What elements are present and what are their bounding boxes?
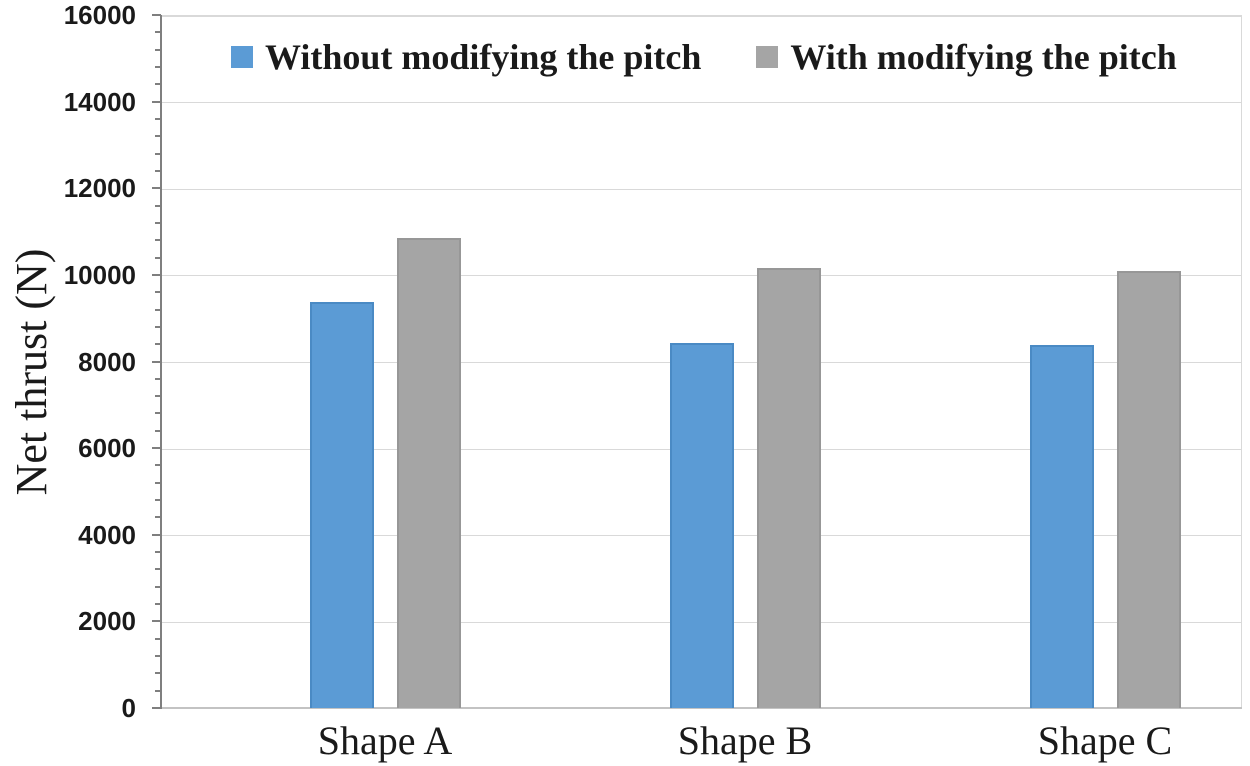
y-minor-tick-13200	[155, 135, 161, 138]
gridline-10000	[162, 275, 1241, 277]
y-minor-tick-13600	[155, 117, 161, 120]
y-minor-tick-800	[155, 672, 161, 675]
y-minor-tick-7600	[155, 377, 161, 380]
y-tick-label-0: 0	[121, 693, 136, 723]
legend-item-without-modifying-the-pitch: Without modifying the pitch	[231, 36, 701, 78]
gridline-16000	[162, 15, 1241, 17]
y-minor-tick-5200	[155, 481, 161, 484]
y-minor-tick-1600	[155, 637, 161, 640]
y-minor-tick-8800	[155, 325, 161, 328]
y-minor-tick-7200	[155, 395, 161, 398]
y-major-tick-12000	[152, 187, 161, 190]
x-axis-line	[162, 707, 1242, 709]
y-major-tick-2000	[152, 620, 161, 623]
y-tick-label-2000: 2000	[78, 606, 136, 637]
y-minor-tick-14400	[155, 83, 161, 86]
y-tick-label-14000: 14000	[63, 86, 136, 117]
y-minor-tick-3200	[155, 568, 161, 571]
y-minor-tick-3600	[155, 551, 161, 554]
legend-label: With modifying the pitch	[790, 37, 1177, 77]
legend-item-with-modifying-the-pitch: With modifying the pitch	[756, 36, 1177, 78]
y-minor-tick-9200	[155, 308, 161, 311]
y-major-tick-14000	[152, 100, 161, 103]
y-minor-tick-10400	[155, 256, 161, 259]
y-major-tick-6000	[152, 447, 161, 450]
y-major-tick-16000	[152, 14, 161, 16]
y-minor-tick-10800	[155, 239, 161, 242]
y-tick-label-8000: 8000	[78, 346, 136, 377]
y-tick-label-10000: 10000	[63, 259, 136, 290]
y-minor-tick-6800	[155, 412, 161, 415]
legend-swatch-icon	[231, 46, 253, 68]
y-major-tick-0	[152, 707, 161, 709]
y-minor-tick-4400	[155, 516, 161, 519]
y-minor-tick-11200	[155, 221, 161, 224]
bar-with-modifying-the-pitch-shape-b	[756, 267, 821, 708]
y-minor-tick-1200	[155, 655, 161, 658]
y-tick-label-16000: 16000	[63, 0, 136, 30]
y-minor-tick-5600	[155, 464, 161, 467]
y-minor-tick-12800	[155, 152, 161, 155]
gridline-14000	[162, 102, 1241, 104]
y-minor-tick-2800	[155, 585, 161, 588]
y-minor-tick-8400	[155, 343, 161, 346]
bar-without-modifying-the-pitch-shape-a	[309, 301, 374, 708]
legend: Without modifying the pitch With modifyin…	[231, 34, 1177, 80]
y-minor-tick-11600	[155, 204, 161, 207]
y-minor-tick-14800	[155, 65, 161, 68]
y-minor-tick-12400	[155, 169, 161, 172]
bar-with-modifying-the-pitch-shape-a	[396, 237, 461, 708]
y-major-tick-10000	[152, 273, 161, 276]
y-major-tick-4000	[152, 533, 161, 536]
x-category-label-shape-b: Shape B	[677, 718, 813, 763]
legend-label: Without modifying the pitch	[265, 37, 702, 77]
y-major-tick-8000	[152, 360, 161, 363]
legend-swatch-icon	[756, 46, 779, 68]
x-category-label-shape-a: Shape A	[317, 718, 453, 763]
x-category-label-shape-c: Shape C	[1037, 718, 1173, 763]
y-minor-tick-4800	[155, 499, 161, 502]
bar-with-modifying-the-pitch-shape-c	[1116, 270, 1181, 708]
y-minor-tick-15200	[155, 48, 161, 51]
gridline-12000	[162, 188, 1241, 190]
y-minor-tick-9600	[155, 291, 161, 294]
y-minor-tick-15600	[155, 31, 161, 34]
y-tick-label-4000: 4000	[78, 519, 136, 550]
y-minor-tick-400	[155, 689, 161, 692]
bar-without-modifying-the-pitch-shape-c	[1029, 345, 1094, 708]
y-minor-tick-6400	[155, 429, 161, 432]
y-tick-label-12000: 12000	[63, 173, 136, 204]
bar-without-modifying-the-pitch-shape-b	[669, 342, 734, 708]
y-tick-label-6000: 6000	[78, 433, 136, 464]
y-minor-tick-2400	[155, 603, 161, 606]
y-axis-line	[160, 15, 162, 709]
